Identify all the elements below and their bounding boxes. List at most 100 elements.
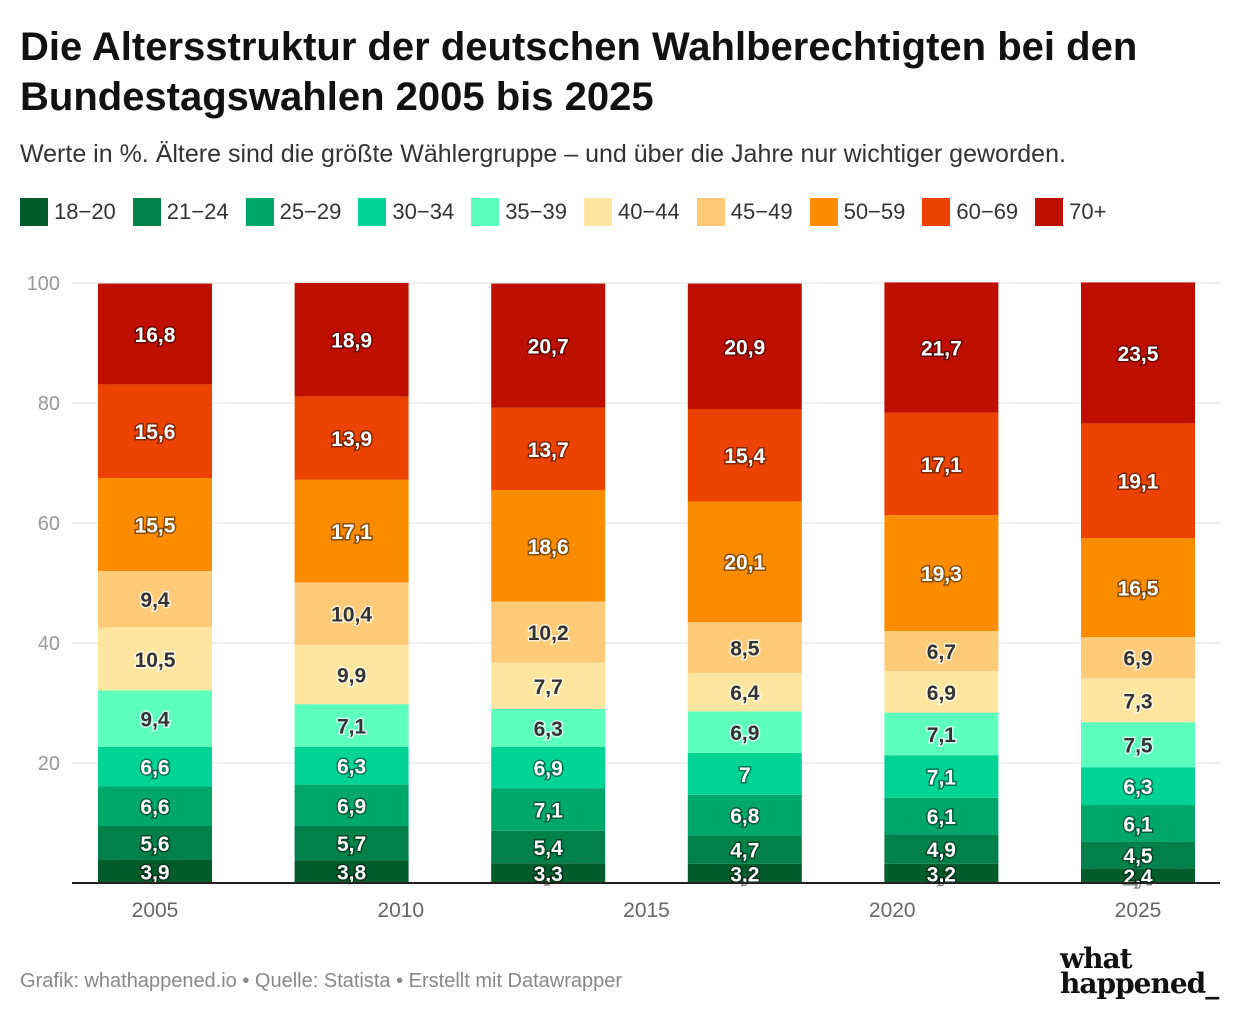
y-tick-label: 100 xyxy=(27,273,60,295)
bar-segment xyxy=(687,501,802,622)
bar-segment xyxy=(1081,538,1195,637)
bar-segment xyxy=(687,711,802,753)
legend-label: 40−44 xyxy=(617,199,680,224)
data-label: 18,6 xyxy=(528,536,569,559)
bar-segment xyxy=(98,859,212,883)
legend-item: 21−24 xyxy=(132,198,229,226)
bar-segment xyxy=(687,409,802,502)
bar-segment xyxy=(687,835,802,864)
data-label: 6,3 xyxy=(337,756,366,779)
data-label: 5,6 xyxy=(140,833,169,856)
data-label: 7 xyxy=(739,764,751,787)
legend-label: 21−24 xyxy=(166,199,229,224)
data-label: 10,4 xyxy=(331,604,372,627)
legend: 18−20 21−24 25−29 30−34 35−39 40−44 45−49 50−59… xyxy=(20,198,1124,226)
data-label: 15,6 xyxy=(135,421,176,444)
bar-segment xyxy=(884,671,999,713)
bar-segment xyxy=(294,704,409,747)
legend-item: 60−69 xyxy=(922,198,1018,226)
bar-segment xyxy=(491,601,606,663)
bar-segment xyxy=(884,282,999,413)
bar-segment xyxy=(1081,423,1195,538)
legend-item: 40−44 xyxy=(583,198,680,226)
data-label: 9,9 xyxy=(337,665,366,688)
bar-segment xyxy=(1081,841,1195,869)
legend-item: 50−59 xyxy=(809,198,906,226)
data-label: 6,4 xyxy=(730,682,760,705)
legend-swatch xyxy=(245,198,274,226)
legend-swatch xyxy=(20,198,48,226)
data-label: 6,9 xyxy=(1123,648,1152,671)
bar-segment xyxy=(687,863,802,883)
bar-segment xyxy=(491,830,606,864)
data-label: 7,1 xyxy=(337,716,367,739)
legend-label: 50−59 xyxy=(843,199,906,224)
legend-label: 60−69 xyxy=(956,199,1019,224)
stacked-bar-chart: 020406080100200520102015202020253,95,66,… xyxy=(27,273,1220,922)
bar-segment xyxy=(491,746,606,789)
data-label: 21,7 xyxy=(921,338,962,361)
bar-segment xyxy=(1081,637,1195,679)
data-label: 19,1 xyxy=(1118,471,1159,494)
data-label: 4,7 xyxy=(730,840,759,863)
y-tick-label: 20 xyxy=(38,753,60,775)
data-label: 6,1 xyxy=(927,806,957,829)
bar-segment xyxy=(1081,868,1195,883)
data-label: 9,4 xyxy=(140,589,170,612)
bar-segment xyxy=(884,755,999,798)
data-label: 6,9 xyxy=(534,758,563,781)
data-label: 6,6 xyxy=(140,796,169,819)
legend-swatch xyxy=(358,198,387,226)
legend-swatch xyxy=(583,198,612,226)
legend-item: 45−49 xyxy=(696,198,793,226)
data-label: 6,3 xyxy=(534,718,563,741)
legend-item: 18−20 xyxy=(20,198,116,226)
data-label: 6,6 xyxy=(140,757,169,780)
bar-segment xyxy=(884,515,999,631)
x-tick-label: 2005 xyxy=(132,899,179,922)
whathappened-logo: what happened_ xyxy=(1060,942,1219,1000)
data-label: 23,5 xyxy=(1118,343,1159,366)
bar-segment xyxy=(294,283,409,397)
bar-segment xyxy=(98,283,212,385)
data-label: 7,1 xyxy=(927,767,957,790)
legend-label: 70+ xyxy=(1069,199,1107,224)
bar-segment xyxy=(491,407,606,490)
bar-segment xyxy=(1081,805,1195,842)
legend-label: 18−20 xyxy=(54,199,116,224)
bar-segment xyxy=(491,709,606,747)
data-label: 7,5 xyxy=(1123,735,1153,758)
data-label: 18,9 xyxy=(331,330,372,353)
bar-segment xyxy=(491,490,606,602)
x-tick-label: 2025 xyxy=(1115,899,1162,922)
chart-subtitle: Werte in %. Ältere sind die größte Wähle… xyxy=(20,140,1066,168)
data-label: 10,2 xyxy=(528,622,569,645)
bar-segment xyxy=(98,826,212,860)
data-label: 2,4 xyxy=(1123,866,1153,889)
bar-segment xyxy=(294,860,409,883)
data-label: 20,7 xyxy=(528,336,569,359)
data-label: 17,1 xyxy=(921,454,962,477)
bar-segment xyxy=(491,283,606,408)
data-label: 7,1 xyxy=(534,800,564,823)
legend-swatch xyxy=(471,198,500,226)
legend-label: 45−49 xyxy=(730,199,793,224)
bar-segment xyxy=(98,384,212,478)
data-label: 6,3 xyxy=(1123,776,1152,799)
data-label: 5,4 xyxy=(534,837,564,860)
bar-segment xyxy=(98,746,212,787)
legend-label: 35−39 xyxy=(505,199,567,224)
legend-item: 35−39 xyxy=(471,198,567,226)
x-tick-label: 2015 xyxy=(623,899,670,922)
legend-swatch xyxy=(132,198,161,226)
bar-segment xyxy=(294,644,409,705)
bar-segment xyxy=(687,622,802,673)
bar-segment xyxy=(687,752,802,795)
bar-segment xyxy=(1081,282,1195,424)
data-label: 4,5 xyxy=(1123,845,1153,868)
bar-segment xyxy=(884,863,999,883)
bar-segment xyxy=(491,662,606,709)
bar-segment xyxy=(884,631,999,672)
legend-item: 25−29 xyxy=(245,198,341,226)
data-label: 4,9 xyxy=(927,839,956,862)
